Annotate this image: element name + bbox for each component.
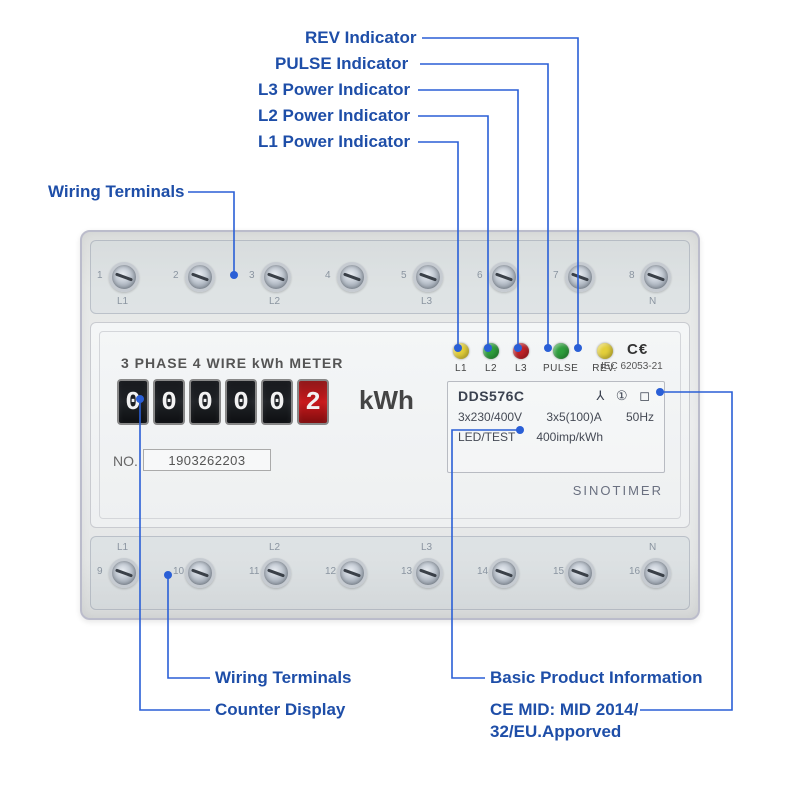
terminal-screw [109,262,139,292]
pulse-constant: 400imp/kWh [536,430,603,444]
unit-label: kWh [359,385,414,416]
terminal-phase-label: L2 [269,296,280,307]
terminal-screw [337,558,367,588]
indicator-led-row: L1L2L3PULSEREV. [453,343,617,374]
terminal-screw [641,262,671,292]
l3-indicator-led [513,343,529,359]
brand-label: SINOTIMER [573,483,663,498]
odometer-digit: 0 [261,379,293,425]
wiring-glyphs: ⅄ ① ◻ [596,388,654,404]
terminal-number: 1 [97,270,103,281]
serial-number: 1903262203 [143,449,271,471]
terminal-screw [489,558,519,588]
l2-indicator-led [483,343,499,359]
current-rating: 3x5(100)A [546,410,601,424]
terminal-number: 2 [173,270,179,281]
terminal-number: 10 [173,566,184,577]
callout-cemid-l2: 32/EU.Apporved [490,722,621,742]
terminal-phase-label: L1 [117,296,128,307]
counter-display: 000002 [117,379,329,425]
callout-l3: L3 Power Indicator [258,80,410,100]
l2-indicator-label: L2 [485,363,497,374]
terminal-phase-label: L1 [117,542,128,553]
l1-indicator-label: L1 [455,363,467,374]
terminal-screw [109,558,139,588]
wiring-terminals-top: 1 L1 2 3 L2 4 5 L3 6 7 8 N [90,240,690,314]
terminal-screw [565,558,595,588]
terminal-number: 7 [553,270,559,281]
callout-basic-info: Basic Product Information [490,668,703,688]
odometer-digit: 0 [225,379,257,425]
terminal-screw [489,262,519,292]
terminal-phase-label: N [649,296,656,307]
terminal-number: 8 [629,270,635,281]
meter-faceplate: 3 PHASE 4 WIRE kWh METER 000002 kWh NO. … [90,322,690,528]
terminal-number: 4 [325,270,331,281]
terminal-number: 15 [553,566,564,577]
terminal-screw [337,262,367,292]
terminal-number: 16 [629,566,640,577]
terminal-phase-label: N [649,542,656,553]
energy-meter-device: 1 L1 2 3 L2 4 5 L3 6 7 8 N 3 PHASE 4 WIRE kWh METER… [80,230,700,620]
wiring-terminals-bottom: 9 L1 10 11 L2 12 13 L3 14 15 16 N [90,536,690,610]
callout-wiring-bottom: Wiring Terminals [215,668,352,688]
rev-indicator-led [597,343,613,359]
voltage-rating: 3x230/400V [458,410,522,424]
l1-indicator-led [453,343,469,359]
pulse-indicator-led [553,343,569,359]
terminal-number: 12 [325,566,336,577]
callout-l1: L1 Power Indicator [258,132,410,152]
terminal-screw [641,558,671,588]
odometer-digit: 2 [297,379,329,425]
terminal-screw [185,558,215,588]
terminal-screw [261,262,291,292]
led-test-label: LED/TEST [458,430,515,444]
terminal-screw [185,262,215,292]
odometer-digit: 0 [189,379,221,425]
terminal-screw [261,558,291,588]
iec-standard: IEC 62053-21 [601,361,663,372]
terminal-phase-label: L2 [269,542,280,553]
terminal-phase-label: L3 [421,296,432,307]
serial-label: NO. [113,453,138,469]
l3-indicator-label: L3 [515,363,527,374]
terminal-number: 13 [401,566,412,577]
odometer-digit: 0 [153,379,185,425]
meter-title: 3 PHASE 4 WIRE kWh METER [121,355,343,371]
terminal-number: 6 [477,270,483,281]
terminal-number: 11 [249,566,259,577]
callout-l2: L2 Power Indicator [258,106,410,126]
pulse-indicator-label: PULSE [543,363,578,374]
callout-cemid-l1: CE MID: MID 2014/ [490,700,638,720]
callout-counter: Counter Display [215,700,345,720]
terminal-number: 5 [401,270,407,281]
terminal-number: 9 [97,566,103,577]
terminal-screw [413,262,443,292]
terminal-phase-label: L3 [421,542,432,553]
callout-pulse: PULSE Indicator [275,54,408,74]
frequency: 50Hz [626,410,654,424]
callout-wiring-top: Wiring Terminals [48,182,185,202]
callout-rev: REV Indicator [305,28,416,48]
model-number: DDS576C [458,388,525,404]
basic-product-information: DDS576C ⅄ ① ◻ 3x230/400V 3x5(100)A 50Hz … [447,381,665,473]
odometer-digit: 0 [117,379,149,425]
terminal-screw [413,558,443,588]
terminal-screw [565,262,595,292]
ce-mark: C€ [627,341,648,358]
terminal-number: 14 [477,566,488,577]
terminal-number: 3 [249,270,255,281]
